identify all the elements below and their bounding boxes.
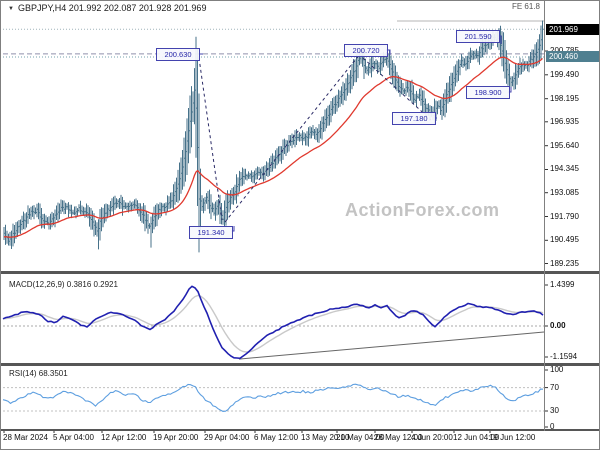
price-axis-label: 193.085 <box>550 187 579 197</box>
time-axis-label: 12 Jun 04:00 <box>453 433 500 442</box>
time-axis-line <box>1 429 599 431</box>
current-price-tag: 201.969 <box>546 23 599 35</box>
fibonacci-expansion-label: FE 61.8 <box>511 2 540 11</box>
price-axis-label: 200.785 <box>550 46 579 56</box>
time-axis-label: 4 Jun 20:00 <box>411 433 453 442</box>
macd-indicator-label: MACD(12,26,9) 0.3816 0.2921 <box>9 280 118 289</box>
macd-axis-label: -1.1594 <box>550 352 578 361</box>
chevron-down-icon: ▼ <box>8 6 14 12</box>
price-annotation: 201.590 <box>456 30 500 44</box>
chart-title: ▼ GBPJPY,H4 201.992 202.087 201.928 201.9… <box>8 3 206 13</box>
price-annotation: 198.900 <box>466 85 510 99</box>
time-axis-label: 29 Apr 04:00 <box>204 433 250 442</box>
rsi-axis-label: 0 <box>550 422 555 431</box>
time-axis-label: 12 Apr 12:00 <box>101 433 147 442</box>
price-annotation: 200.720 <box>344 44 388 58</box>
price-annotation: 197.180 <box>392 112 436 126</box>
macd-axis-label: 0.00 <box>550 321 566 330</box>
panel-separator <box>1 271 599 274</box>
time-axis-label: 19 Jun 12:00 <box>489 433 536 442</box>
time-axis-label: 28 Mar 2024 <box>3 433 48 442</box>
price-axis-label: 196.935 <box>550 116 579 126</box>
time-axis-label: 6 May 12:00 <box>254 433 299 442</box>
panel-separator <box>1 363 599 366</box>
price-annotation: 191.340 <box>189 225 233 239</box>
time-axis-label: 21 May 04:00 <box>336 433 385 442</box>
price-axis-label: 198.195 <box>550 93 579 103</box>
time-axis-label: 5 Apr 04:00 <box>53 433 94 442</box>
time-axis-label: 28 May 12:00 <box>374 433 423 442</box>
bid-price-tag: 200.460 <box>546 51 599 63</box>
price-axis-label: 199.490 <box>550 69 579 79</box>
rsi-indicator-label: RSI(14) 68.3501 <box>9 369 68 378</box>
symbol-ohlc-title: GBPJPY,H4 201.992 202.087 201.928 201.96… <box>17 3 207 13</box>
rsi-axis-label: 30 <box>550 405 559 415</box>
time-axis-label: 13 May 20:00 <box>301 433 350 442</box>
macd-axis-label: 1.4399 <box>550 279 575 289</box>
price-axis-line <box>544 1 545 431</box>
price-axis-label: 190.495 <box>550 235 579 245</box>
rsi-axis-label: 100 <box>550 365 564 374</box>
watermark: ActionForex.com <box>345 200 500 220</box>
price-axis-label: 189.235 <box>550 258 579 268</box>
price-axis-label: 195.640 <box>550 140 579 150</box>
price-annotation: 200.630 <box>156 47 200 61</box>
time-axis-label: 19 Apr 20:00 <box>153 433 199 442</box>
rsi-axis-label: 70 <box>550 382 559 392</box>
price-axis-label: 194.345 <box>550 164 579 174</box>
price-axis-label: 191.790 <box>550 211 579 221</box>
